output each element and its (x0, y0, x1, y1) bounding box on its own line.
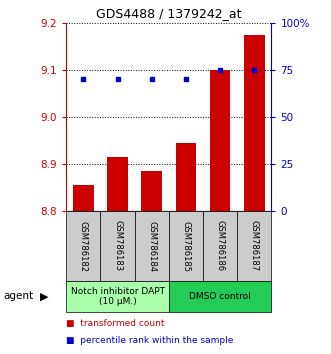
Bar (73, 185, 94, 211)
Title: GDS4488 / 1379242_at: GDS4488 / 1379242_at (96, 7, 242, 21)
Text: GSM786187: GSM786187 (250, 221, 259, 272)
Text: GSM786184: GSM786184 (147, 221, 156, 272)
Text: GSM786183: GSM786183 (113, 221, 122, 272)
Bar (203, 211, 237, 281)
Bar (100, 211, 135, 281)
Text: DMSO control: DMSO control (189, 292, 251, 301)
Bar (66, 211, 100, 281)
Bar (107, 157, 128, 211)
Bar (169, 281, 271, 312)
Bar (141, 171, 162, 211)
Bar (66, 281, 169, 312)
Bar (237, 211, 271, 281)
Text: agent: agent (3, 291, 33, 302)
Text: Notch inhibitor DAPT
(10 μM.): Notch inhibitor DAPT (10 μM.) (71, 287, 165, 306)
Text: ■  percentile rank within the sample: ■ percentile rank within the sample (66, 336, 234, 346)
Bar (135, 211, 169, 281)
Text: GSM786182: GSM786182 (79, 221, 88, 272)
Text: ▶: ▶ (40, 291, 49, 302)
Bar (176, 143, 196, 211)
Text: GSM786185: GSM786185 (181, 221, 190, 272)
Bar (169, 211, 203, 281)
Bar (244, 35, 264, 211)
Text: GSM786186: GSM786186 (215, 221, 225, 272)
Text: ■  transformed count: ■ transformed count (66, 319, 165, 329)
Bar (210, 70, 230, 211)
